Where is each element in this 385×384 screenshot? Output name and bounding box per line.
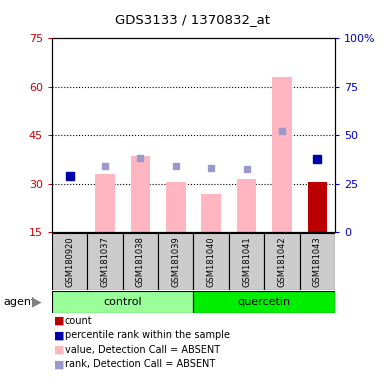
- Text: percentile rank within the sample: percentile rank within the sample: [65, 330, 230, 340]
- Text: GSM181042: GSM181042: [277, 236, 286, 287]
- Text: GSM181037: GSM181037: [100, 236, 110, 287]
- Text: count: count: [65, 316, 92, 326]
- Bar: [201, 194, 221, 232]
- Bar: [237, 179, 256, 232]
- Bar: [123, 233, 158, 290]
- Text: rank, Detection Call = ABSENT: rank, Detection Call = ABSENT: [65, 359, 215, 369]
- Text: GSM181041: GSM181041: [242, 236, 251, 287]
- Text: agent: agent: [4, 297, 36, 307]
- Bar: [308, 182, 327, 232]
- Text: GSM181040: GSM181040: [207, 236, 216, 287]
- Bar: [95, 174, 115, 232]
- Bar: [272, 77, 291, 232]
- Bar: [166, 182, 186, 232]
- Bar: [193, 291, 335, 313]
- Bar: [52, 233, 87, 290]
- Text: ▶: ▶: [32, 295, 42, 308]
- Text: ■: ■: [54, 330, 65, 340]
- Bar: [193, 233, 229, 290]
- Bar: [158, 233, 193, 290]
- Bar: [300, 233, 335, 290]
- Bar: [264, 233, 300, 290]
- Bar: [131, 156, 150, 232]
- Bar: [229, 233, 264, 290]
- Bar: [87, 233, 123, 290]
- Text: control: control: [104, 297, 142, 307]
- Bar: [52, 291, 193, 313]
- Text: GSM180920: GSM180920: [65, 236, 74, 287]
- Text: quercetin: quercetin: [238, 297, 291, 307]
- Text: GSM181038: GSM181038: [136, 236, 145, 287]
- Text: value, Detection Call = ABSENT: value, Detection Call = ABSENT: [65, 345, 220, 355]
- Text: ■: ■: [54, 359, 65, 369]
- Text: ■: ■: [54, 345, 65, 355]
- Text: GSM181039: GSM181039: [171, 236, 180, 287]
- Text: GSM181043: GSM181043: [313, 236, 322, 287]
- Text: ■: ■: [54, 316, 65, 326]
- Text: GDS3133 / 1370832_at: GDS3133 / 1370832_at: [115, 13, 270, 26]
